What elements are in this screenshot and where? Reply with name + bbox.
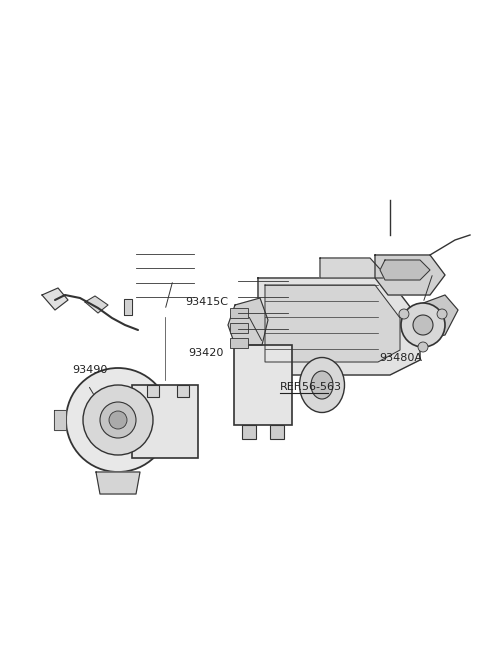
Text: 93415C: 93415C <box>185 297 228 307</box>
Bar <box>270 425 284 439</box>
Polygon shape <box>54 410 66 430</box>
Polygon shape <box>124 299 132 314</box>
Polygon shape <box>85 296 108 313</box>
Polygon shape <box>320 258 388 278</box>
Text: REF.56-563: REF.56-563 <box>280 382 342 392</box>
Text: 93480A: 93480A <box>379 353 422 363</box>
Circle shape <box>83 385 153 455</box>
Bar <box>242 425 256 439</box>
Circle shape <box>100 402 136 438</box>
Circle shape <box>399 309 409 319</box>
Polygon shape <box>228 298 268 345</box>
Text: 93420: 93420 <box>188 348 223 358</box>
Bar <box>177 385 189 397</box>
Polygon shape <box>96 472 140 494</box>
Polygon shape <box>42 288 68 310</box>
Ellipse shape <box>300 358 345 413</box>
Circle shape <box>401 303 445 347</box>
Bar <box>132 385 198 458</box>
Circle shape <box>437 309 447 319</box>
Bar <box>230 338 248 348</box>
Bar <box>230 308 248 318</box>
Bar <box>234 345 292 425</box>
Ellipse shape <box>311 371 333 399</box>
Circle shape <box>109 411 127 429</box>
Circle shape <box>418 342 428 352</box>
Circle shape <box>66 368 170 472</box>
Polygon shape <box>265 285 400 362</box>
Polygon shape <box>258 278 420 375</box>
Bar <box>147 385 159 397</box>
Polygon shape <box>375 255 445 295</box>
Text: 93490: 93490 <box>72 365 108 375</box>
Circle shape <box>413 315 433 335</box>
Polygon shape <box>415 295 458 340</box>
Bar <box>230 323 248 333</box>
Polygon shape <box>380 260 430 280</box>
